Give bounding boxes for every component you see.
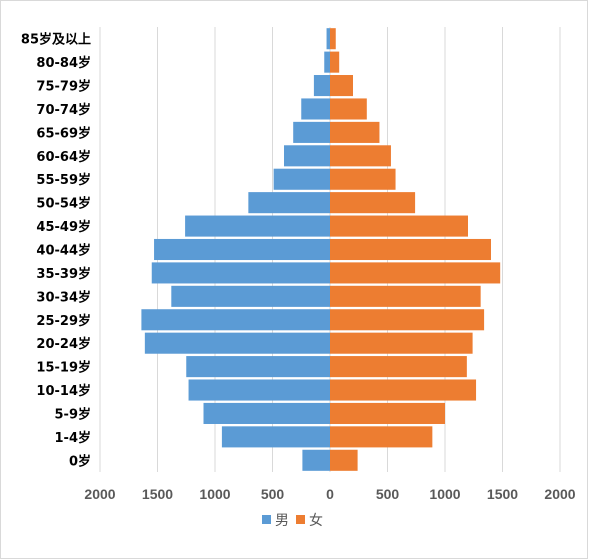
- bar-male-17: [324, 51, 330, 73]
- x-tick-label: 1000: [429, 486, 460, 502]
- y-tick-label: 25-29岁: [36, 313, 91, 329]
- bar-male-2: [203, 402, 330, 424]
- legend-swatch-female: [296, 515, 305, 524]
- bar-female-4: [330, 356, 467, 378]
- y-tick-label: 20-24岁: [36, 336, 91, 352]
- legend-label-female: 女: [309, 512, 323, 529]
- bar-female-2: [330, 402, 445, 424]
- x-tick-label: 500: [261, 486, 285, 502]
- x-tick-label: 500: [376, 486, 400, 502]
- bar-male-13: [284, 145, 330, 167]
- x-tick-label: 0: [326, 486, 334, 502]
- legend-swatch-male: [262, 515, 271, 524]
- bar-female-15: [330, 98, 367, 120]
- bar-male-4: [186, 356, 330, 378]
- bar-female-13: [330, 145, 391, 167]
- bars: [141, 28, 501, 471]
- bar-male-0: [302, 449, 330, 471]
- y-tick-label: 30-34岁: [36, 289, 91, 305]
- bar-male-3: [188, 379, 330, 401]
- y-tick-label: 35-39岁: [36, 266, 91, 282]
- bar-female-5: [330, 332, 473, 354]
- y-tick-label: 65-69岁: [36, 125, 91, 141]
- x-tick-label: 2000: [84, 486, 115, 502]
- bar-male-14: [293, 121, 330, 143]
- y-axis-tick-labels: 0岁 1-4岁 5-9岁 10-14岁 15-19岁 20-24岁 25-29岁 30-34岁…: [21, 32, 91, 470]
- bar-female-1: [330, 426, 433, 448]
- bar-male-11: [248, 192, 330, 214]
- legend: 男 女: [262, 512, 323, 529]
- y-tick-label: 70-74岁: [36, 102, 91, 118]
- bar-male-1: [221, 426, 330, 448]
- bar-female-9: [330, 238, 491, 261]
- y-tick-label: 85岁及以上: [21, 32, 91, 48]
- y-tick-label: 45-49岁: [36, 219, 91, 235]
- bar-male-7: [171, 285, 330, 307]
- x-tick-label: 1500: [142, 486, 173, 502]
- bar-female-11: [330, 192, 416, 214]
- y-tick-label: 50-54岁: [36, 196, 91, 212]
- bar-male-18: [326, 28, 330, 50]
- x-tick-label: 2000: [544, 486, 575, 502]
- bar-female-0: [330, 449, 358, 471]
- bar-male-5: [144, 332, 330, 354]
- bar-female-18: [330, 28, 336, 50]
- bar-male-10: [185, 215, 330, 237]
- bar-male-8: [151, 262, 330, 284]
- bar-female-6: [330, 309, 485, 331]
- bar-male-15: [301, 98, 330, 120]
- x-tick-label: 1500: [487, 486, 518, 502]
- bar-male-6: [141, 309, 330, 331]
- bar-female-12: [330, 168, 396, 190]
- y-tick-label: 10-14岁: [36, 383, 91, 399]
- y-tick-label: 75-79岁: [36, 79, 91, 95]
- bar-female-17: [330, 51, 340, 73]
- y-tick-label: 80-84岁: [36, 55, 91, 71]
- x-tick-label: 1000: [199, 486, 230, 502]
- bar-female-14: [330, 121, 380, 143]
- bar-female-8: [330, 262, 501, 284]
- bar-female-10: [330, 215, 468, 237]
- y-tick-label: 5-9岁: [55, 406, 92, 422]
- y-tick-label: 15-19岁: [36, 360, 91, 376]
- bar-female-3: [330, 379, 477, 401]
- bar-female-16: [330, 75, 353, 97]
- bar-male-12: [273, 168, 330, 190]
- x-axis-tick-labels: 2000 1500 1000 500 0 500 1000 1500 2000: [84, 486, 575, 502]
- bar-female-7: [330, 285, 481, 307]
- y-tick-label: 1-4岁: [55, 430, 92, 446]
- y-tick-label: 0岁: [69, 453, 91, 469]
- legend-label-male: 男: [275, 513, 289, 529]
- y-tick-label: 40-44岁: [36, 243, 91, 259]
- y-tick-label: 60-64岁: [36, 149, 91, 165]
- y-tick-label: 55-59岁: [36, 172, 91, 188]
- bar-male-16: [313, 75, 330, 97]
- bar-male-9: [154, 238, 330, 261]
